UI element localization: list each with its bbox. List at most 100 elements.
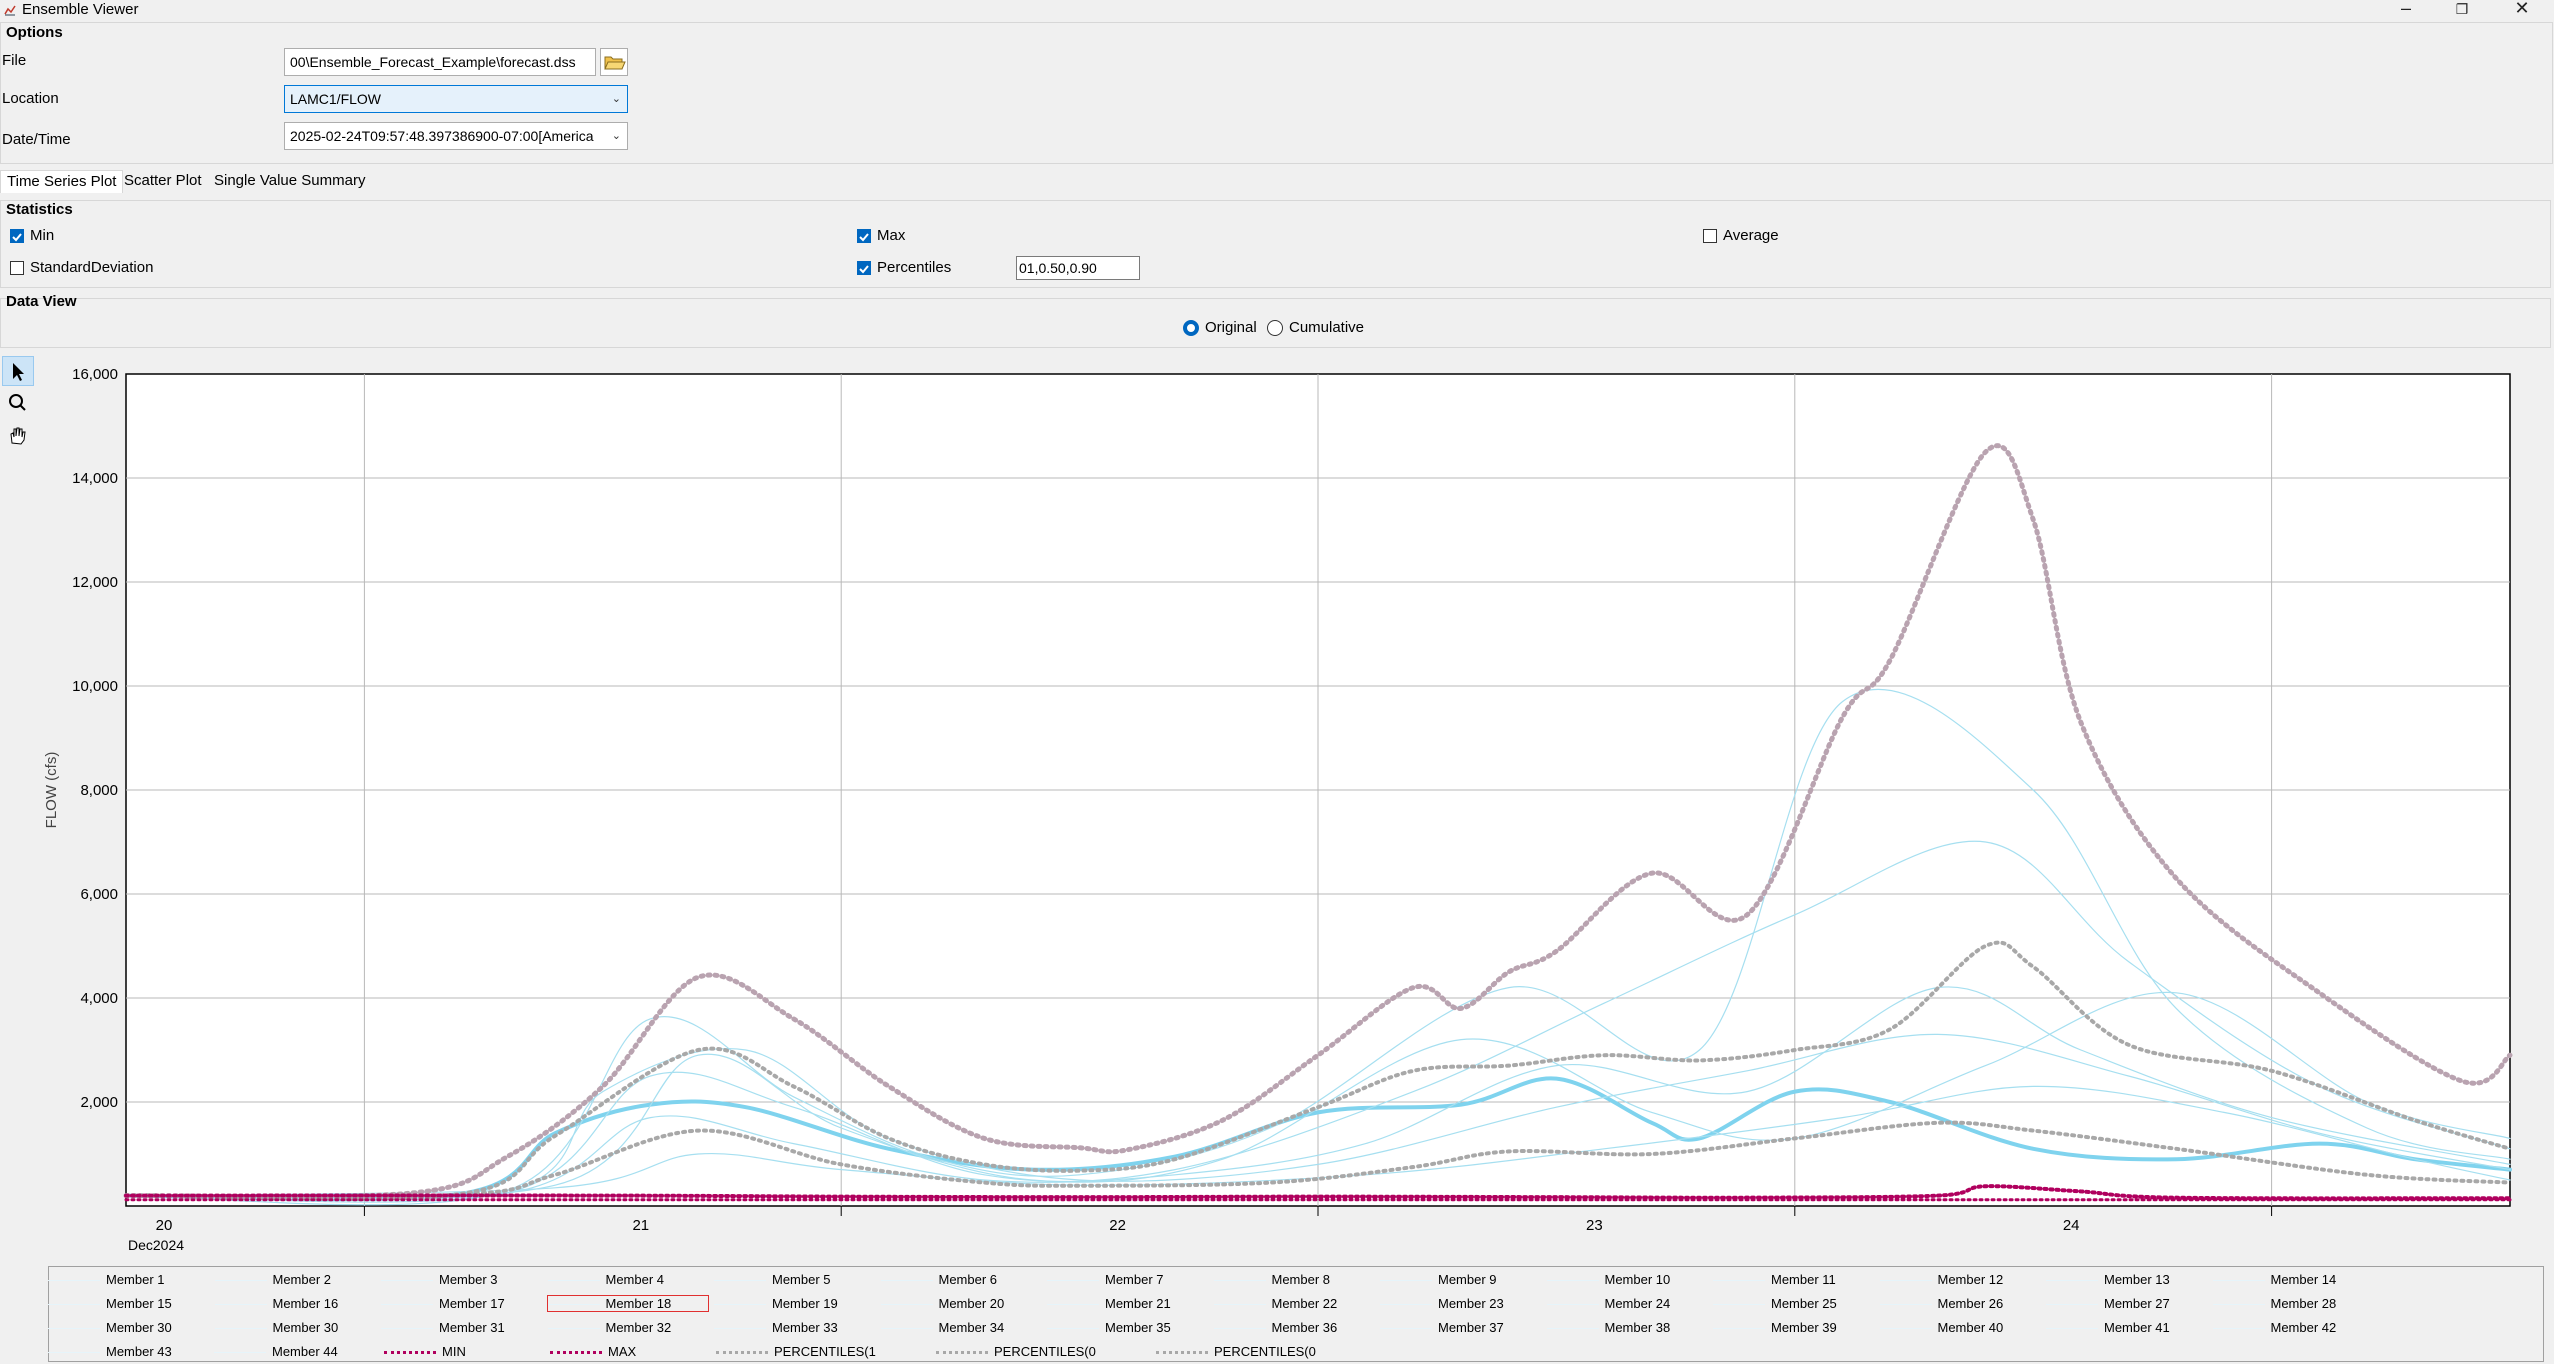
datetime-combobox[interactable]: 2025-02-24T09:57:48.397386900-07:00[Amer… bbox=[284, 122, 628, 150]
legend-swatch bbox=[1380, 1304, 1432, 1306]
legend-item: Member 36 bbox=[1213, 1320, 1374, 1335]
window-title: Ensemble Viewer bbox=[22, 1, 139, 18]
legend-item: Member 6 bbox=[880, 1272, 1041, 1287]
tab-scatter-plot[interactable]: Scatter Plot bbox=[118, 170, 208, 192]
zoom-tool-button[interactable] bbox=[2, 389, 34, 419]
legend-label: MAX bbox=[608, 1344, 637, 1359]
legend-swatch bbox=[381, 1304, 433, 1306]
legend-swatch bbox=[48, 1352, 100, 1354]
min-checkbox[interactable] bbox=[10, 229, 24, 243]
legend-item: Member 7 bbox=[1047, 1272, 1207, 1287]
legend-item: Member 26 bbox=[1879, 1296, 2040, 1311]
legend-item: Member 4 bbox=[547, 1272, 708, 1287]
close-icon: ✕ bbox=[2514, 0, 2530, 18]
location-combobox[interactable]: LAMC1/FLOW ⌄ bbox=[284, 85, 628, 113]
zoom-icon bbox=[9, 394, 26, 411]
original-radio[interactable] bbox=[1183, 320, 1199, 336]
legend-swatch bbox=[2212, 1280, 2265, 1282]
average-checkbox[interactable] bbox=[1703, 229, 1717, 243]
legend-item: Member 21 bbox=[1047, 1296, 1207, 1311]
legend-label: Member 9 bbox=[1438, 1272, 1497, 1287]
legend-swatch bbox=[880, 1280, 933, 1282]
statistics-group bbox=[0, 200, 2551, 288]
series-line-member bbox=[125, 1033, 2511, 1201]
restore-button[interactable]: ❐ bbox=[2442, 0, 2482, 18]
datetime-value: 2025-02-24T09:57:48.397386900-07:00[Amer… bbox=[290, 128, 594, 144]
legend-label: Member 14 bbox=[2270, 1272, 2337, 1287]
series-line-member-mean bbox=[124, 1076, 2512, 1202]
legend-label: Member 35 bbox=[1105, 1320, 1171, 1335]
tab-single-value-summary[interactable]: Single Value Summary bbox=[208, 170, 371, 192]
close-button[interactable]: ✕ bbox=[2502, 0, 2542, 18]
statistics-group-title: Statistics bbox=[6, 201, 73, 218]
legend-label: Member 12 bbox=[1937, 1272, 2004, 1287]
legend-swatch bbox=[214, 1352, 266, 1354]
options-group bbox=[0, 22, 2553, 164]
options-group-title: Options bbox=[6, 24, 63, 41]
legend-swatch bbox=[1546, 1328, 1599, 1330]
check-icon bbox=[859, 233, 869, 242]
legend-item: Member 1 bbox=[48, 1272, 208, 1287]
average-label: Average bbox=[1723, 227, 1779, 244]
legend-swatch bbox=[1879, 1280, 1932, 1282]
time-series-chart[interactable]: 2,000 4,000 6,000 8,000 10,000 12,000 14,000 16… bbox=[0, 350, 2554, 1266]
legend-swatch bbox=[1380, 1328, 1432, 1330]
legend-item: Member 44 bbox=[214, 1344, 374, 1359]
max-label: Max bbox=[877, 227, 906, 244]
pan-tool-button[interactable] bbox=[2, 421, 34, 451]
x-tick-label: 23 bbox=[1586, 1217, 1603, 1234]
y-tick-label: 6,000 bbox=[80, 886, 118, 903]
legend-swatch bbox=[384, 1351, 436, 1355]
legend-swatch bbox=[2212, 1328, 2265, 1330]
legend-item: Member 10 bbox=[1546, 1272, 1707, 1287]
legend-label: Member 6 bbox=[938, 1272, 998, 1287]
legend-swatch bbox=[714, 1328, 766, 1330]
legend-item: Member 27 bbox=[2046, 1296, 2206, 1311]
tab-time-series-plot[interactable]: Time Series Plot bbox=[0, 170, 124, 193]
y-tick-label: 8,000 bbox=[80, 782, 118, 799]
legend-label: Member 28 bbox=[2270, 1296, 2337, 1311]
legend-item: Member 33 bbox=[714, 1320, 874, 1335]
legend-swatch bbox=[547, 1280, 600, 1282]
tab-label: Single Value Summary bbox=[214, 172, 366, 189]
legend-label: Member 27 bbox=[2104, 1296, 2170, 1311]
file-path-field[interactable]: 00\Ensemble_Forecast_Example\forecast.ds… bbox=[284, 48, 596, 76]
legend-item: Member 3 bbox=[381, 1272, 541, 1287]
title-bar: Ensemble Viewer – ❐ ✕ bbox=[0, 0, 2554, 20]
pan-hand-icon bbox=[10, 427, 26, 445]
percentiles-input[interactable]: 01,0.50,0.90 bbox=[1016, 256, 1140, 280]
chevron-down-icon: ⌄ bbox=[611, 93, 621, 105]
legend-label: Member 26 bbox=[1937, 1296, 2004, 1311]
y-axis-label: FLOW (cfs) bbox=[43, 752, 60, 829]
legend-item: MIN bbox=[384, 1344, 544, 1359]
location-value: LAMC1/FLOW bbox=[290, 91, 382, 107]
legend-item: Member 19 bbox=[714, 1296, 874, 1311]
legend-swatch bbox=[714, 1304, 766, 1306]
legend-label: Member 40 bbox=[1937, 1320, 2004, 1335]
stddev-checkbox[interactable] bbox=[10, 261, 24, 275]
legend-item: Member 38 bbox=[1546, 1320, 1707, 1335]
legend-label: Member 41 bbox=[2104, 1320, 2170, 1335]
legend-label: Member 39 bbox=[1771, 1320, 1837, 1335]
series-line-member bbox=[125, 1085, 2511, 1197]
minimize-button[interactable]: – bbox=[2386, 0, 2426, 18]
legend-swatch bbox=[2046, 1328, 2098, 1330]
y-tick-label: 16,000 bbox=[72, 366, 118, 383]
legend-label: PERCENTILES(0. bbox=[994, 1344, 1096, 1359]
select-tool-button[interactable] bbox=[2, 356, 34, 386]
data-view-group-title: Data View bbox=[6, 293, 77, 310]
series-line-percentiles-0-01 bbox=[124, 1120, 2512, 1199]
legend-label: Member 44 bbox=[272, 1344, 338, 1359]
browse-file-button[interactable] bbox=[600, 48, 628, 76]
legend-label: Member 1 bbox=[106, 1272, 165, 1287]
percentiles-checkbox[interactable] bbox=[857, 261, 871, 275]
legend-label: Member 5 bbox=[772, 1272, 831, 1287]
cumulative-radio[interactable] bbox=[1267, 320, 1283, 336]
legend-item: Member 40 bbox=[1879, 1320, 2040, 1335]
legend-label: Member 42 bbox=[2270, 1320, 2337, 1335]
max-checkbox[interactable] bbox=[857, 229, 871, 243]
legend-swatch bbox=[714, 1280, 766, 1282]
legend-item: Member 23 bbox=[1380, 1296, 1540, 1311]
legend-swatch bbox=[48, 1304, 100, 1306]
x-tick-label: 22 bbox=[1109, 1217, 1126, 1234]
